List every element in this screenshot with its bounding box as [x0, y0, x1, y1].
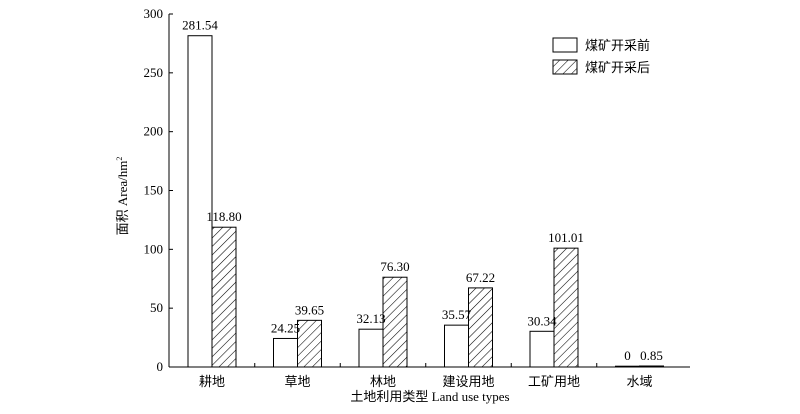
value-labels-group: 281.54 118.80 24.25 39.65 32.13 76.30 35.57 67.… [182, 18, 663, 363]
legend-swatch [552, 37, 578, 53]
data-label: 24.25 [271, 320, 300, 335]
bar-before [187, 35, 213, 368]
bar-after [382, 276, 408, 368]
y-tick-label: 50 [150, 300, 163, 315]
x-tick-label: 草地 [284, 374, 310, 389]
data-label: 67.22 [466, 270, 495, 285]
x-tick-label: 建设用地 [442, 374, 494, 389]
x-axis-label: 土地利用类型 Land use types [350, 389, 509, 404]
bar-after [297, 319, 322, 368]
x-tick-label: 林地 [370, 374, 396, 389]
y-tick-label: 150 [144, 183, 164, 198]
bar-after [211, 226, 237, 368]
y-axis-label-superscript: 2 [115, 157, 124, 161]
y-tick-label: 100 [144, 241, 164, 256]
y-tick-label: 200 [144, 124, 164, 139]
data-label: 30.34 [527, 313, 557, 328]
legend-swatch [552, 59, 578, 75]
data-label: 281.54 [182, 18, 218, 33]
data-label: 0.85 [640, 348, 663, 363]
data-label: 76.30 [380, 259, 409, 274]
data-label: 118.80 [206, 209, 241, 224]
x-tick-label: 耕地 [199, 374, 225, 389]
bar-before [444, 324, 469, 368]
legend-label: 煤矿开采前 [585, 38, 650, 53]
data-label: 39.65 [295, 302, 324, 317]
y-ticks-group: 0 50 100 150 200 250 300 [144, 6, 173, 374]
x-tick-label: 水域 [626, 374, 652, 389]
data-label: 32.13 [356, 311, 385, 326]
data-label: 0 [624, 348, 631, 363]
bar-before [529, 330, 555, 368]
data-label: 35.57 [442, 307, 472, 322]
bar-after [553, 247, 579, 368]
bars-group [187, 35, 664, 368]
y-axis-label: 面积 Area/hm2 [115, 157, 130, 236]
bar-before [273, 337, 298, 368]
data-label: 101.01 [548, 230, 584, 245]
legend-label: 煤矿开采后 [585, 60, 650, 75]
y-tick-label: 0 [157, 359, 164, 374]
bar-before [358, 328, 384, 368]
bar-after [468, 287, 493, 368]
x-tick-label: 工矿用地 [528, 374, 580, 389]
y-tick-label: 300 [144, 6, 164, 21]
x-ticks-group: 耕地 草地 林地 建设用地 工矿用地 水域 [199, 363, 653, 389]
y-tick-label: 250 [144, 65, 164, 80]
